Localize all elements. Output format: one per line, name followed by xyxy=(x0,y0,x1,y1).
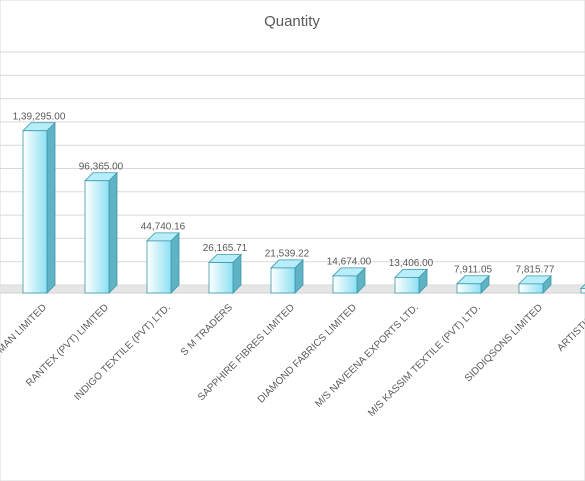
bar-top xyxy=(580,283,585,289)
value-label: 96,365.00 xyxy=(79,161,124,172)
bar xyxy=(456,274,490,294)
bar xyxy=(394,268,428,294)
bar-front xyxy=(332,275,358,294)
bar-front xyxy=(580,288,585,294)
bar-side xyxy=(170,231,180,294)
chart-title: Quantity xyxy=(264,13,320,30)
bar-front xyxy=(394,276,420,294)
bar-front xyxy=(456,283,482,294)
bar xyxy=(84,171,118,294)
value-label: 44,740.16 xyxy=(141,222,186,233)
bar xyxy=(208,253,242,294)
bar-front xyxy=(22,130,48,294)
bar-side xyxy=(46,121,56,294)
bar-front xyxy=(518,283,544,294)
bar-front xyxy=(84,180,110,294)
bar-front xyxy=(270,267,296,294)
bar xyxy=(146,231,180,294)
value-label: 21,539.22 xyxy=(265,249,310,260)
value-label: 7,815.77 xyxy=(516,265,555,276)
bar xyxy=(270,258,304,294)
bar-side xyxy=(108,171,118,294)
bar xyxy=(22,121,56,294)
bar xyxy=(332,266,366,294)
value-label: 26,165.71 xyxy=(203,243,248,254)
bar xyxy=(580,283,585,294)
value-label: 7,911.05 xyxy=(454,264,493,275)
bar-front xyxy=(146,240,172,294)
value-label: 13,406.00 xyxy=(389,258,434,269)
value-label: 1,39,295.00 xyxy=(13,111,66,122)
bar xyxy=(518,274,552,294)
value-label: 14,674.00 xyxy=(327,257,372,268)
bar-front xyxy=(208,262,234,294)
